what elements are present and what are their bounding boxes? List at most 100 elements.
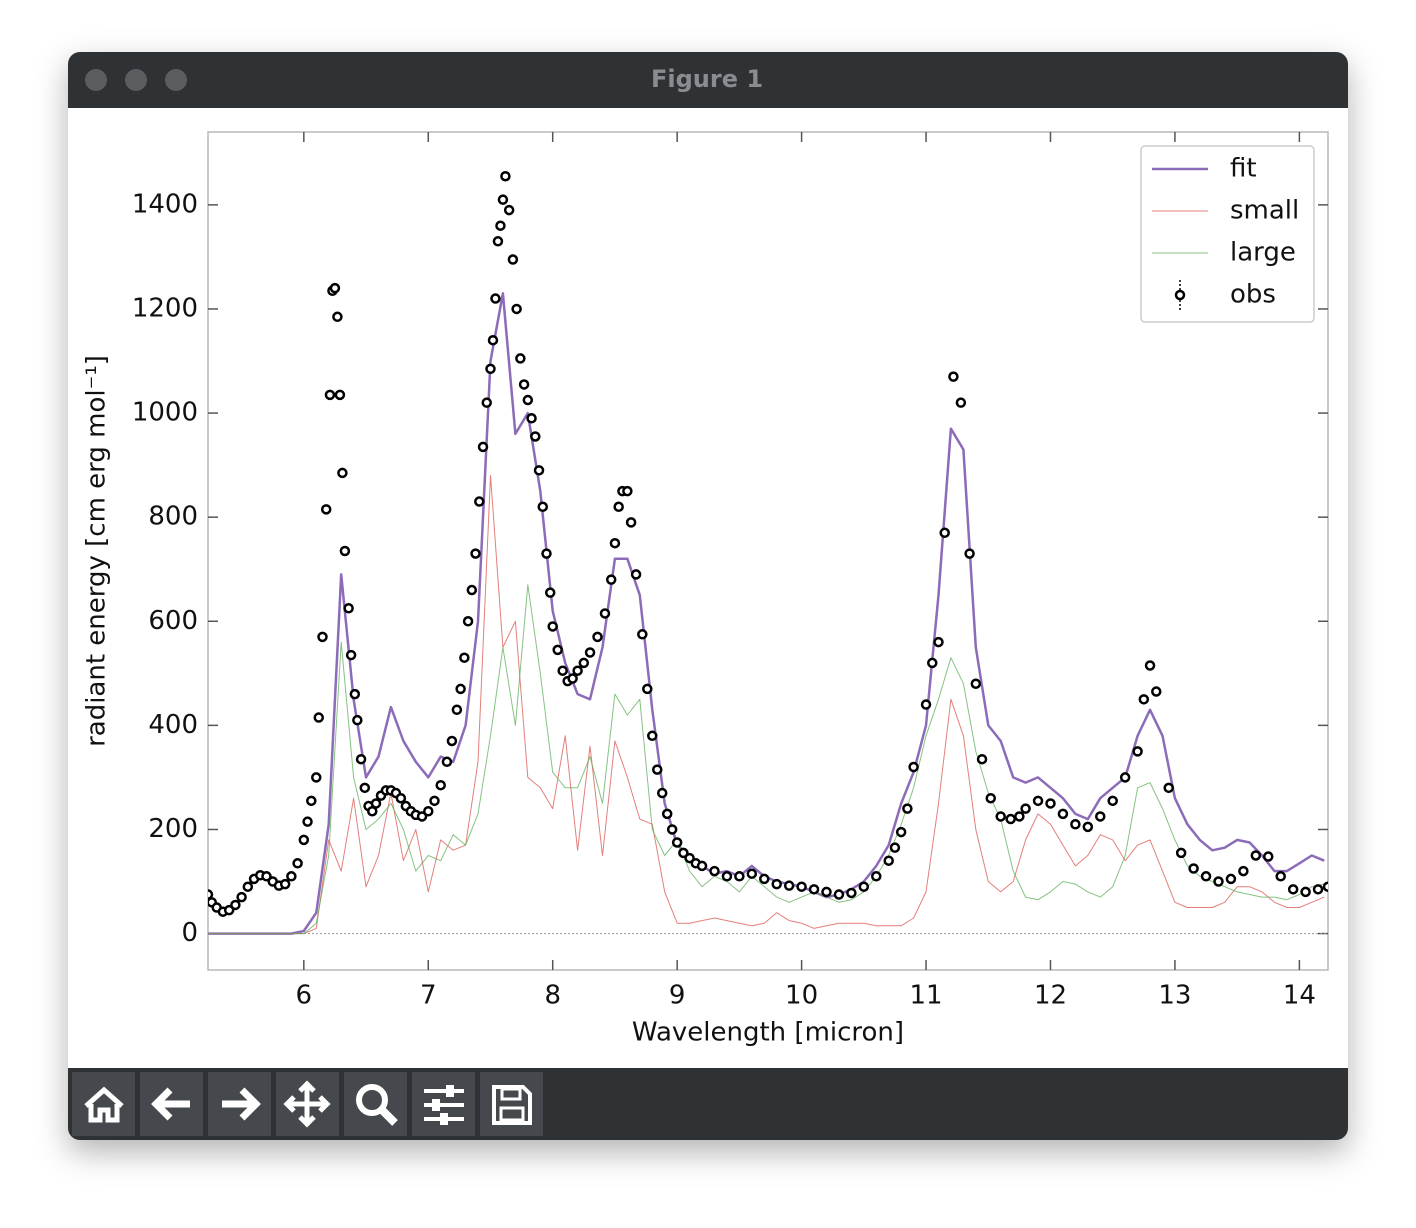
- obs-point: [518, 379, 530, 390]
- obs-point: [395, 792, 407, 804]
- obs-point: [622, 485, 633, 497]
- obs-point: [324, 389, 336, 401]
- zoom-icon: [356, 1084, 388, 1116]
- obs-point: [423, 805, 434, 817]
- obs-point: [435, 779, 446, 791]
- obs-point: [771, 878, 782, 890]
- y-axis-label: radiant energy [cm erg mol⁻¹]: [82, 355, 112, 747]
- obs-point: [544, 587, 556, 598]
- obs-point: [871, 871, 882, 882]
- obs-point: [1144, 660, 1156, 671]
- zoom-tool-button[interactable]: [344, 1072, 407, 1136]
- minimize-button[interactable]: [125, 69, 147, 91]
- x-tick-label: 9: [669, 981, 686, 1011]
- x-tick-label: 13: [1158, 981, 1191, 1011]
- save-icon-part: [500, 1087, 522, 1101]
- obs-point: [572, 665, 583, 676]
- home-button[interactable]: [72, 1072, 135, 1136]
- obs-point: [985, 792, 997, 804]
- obs-point: [642, 683, 653, 695]
- obs-point: [889, 842, 901, 853]
- obs-point: [537, 501, 549, 513]
- obs-point: [883, 855, 894, 866]
- obs-point: [647, 730, 658, 742]
- obs-point: [416, 811, 428, 822]
- save-button[interactable]: [480, 1072, 543, 1136]
- obs-point: [1250, 850, 1262, 861]
- obs-point: [746, 868, 758, 879]
- y-tick-label: 400: [148, 710, 198, 740]
- obs-point: [1200, 871, 1212, 882]
- obs-point: [656, 787, 668, 799]
- obs-point: [1225, 873, 1237, 885]
- obs-point: [783, 880, 795, 891]
- x-tick-label: 14: [1283, 981, 1316, 1011]
- obs-point: [503, 204, 515, 216]
- legend-label: large: [1230, 238, 1296, 268]
- window: Figure 1: [68, 52, 1348, 1140]
- y-tick-label: 600: [148, 606, 198, 636]
- obs-point: [1032, 795, 1044, 807]
- legend-label: obs: [1230, 280, 1276, 310]
- obs-point: [584, 647, 596, 658]
- obs-point: [311, 772, 322, 783]
- y-tick-label: 0: [181, 918, 198, 948]
- obs-point: [625, 517, 637, 528]
- obs-point: [470, 548, 481, 559]
- obs-point: [261, 871, 272, 882]
- series-line: [208, 584, 1325, 935]
- slider-knob: [432, 1099, 440, 1111]
- plot-area: [208, 170, 1328, 935]
- obs-point: [846, 887, 857, 899]
- obs-point: [355, 753, 367, 765]
- obs-point: [1238, 865, 1249, 877]
- x-tick-label: 11: [909, 981, 942, 1011]
- obs-point: [1322, 881, 1328, 892]
- obs-point: [292, 858, 303, 869]
- obs-point: [466, 584, 478, 596]
- obs-point: [526, 413, 537, 424]
- x-tick-label: 7: [420, 981, 437, 1011]
- obs-point: [530, 431, 541, 442]
- obs-point: [230, 899, 241, 911]
- obs-point: [329, 282, 341, 294]
- close-button[interactable]: [85, 69, 107, 91]
- obs-point: [497, 194, 509, 205]
- obs-point: [933, 636, 944, 648]
- obs-point: [1138, 694, 1150, 705]
- y-tick-label: 1400: [132, 189, 198, 219]
- obs-point: [541, 548, 552, 559]
- obs-point: [477, 441, 489, 453]
- obs-point: [547, 621, 558, 632]
- obs-point: [446, 735, 458, 747]
- slider-knob: [440, 1113, 448, 1125]
- obs-point: [920, 699, 932, 710]
- obs-point: [759, 873, 770, 885]
- obs-point: [709, 865, 720, 877]
- obs-point: [613, 501, 624, 513]
- save-icon: [492, 1085, 532, 1125]
- obs-point: [651, 764, 663, 775]
- plot-frame: [207, 131, 1329, 971]
- obs-point: [298, 834, 310, 846]
- obs-point: [927, 657, 938, 669]
- obs-point: [339, 545, 351, 557]
- x-axis-label: Wavelength [micron]: [632, 1018, 904, 1048]
- obs-point: [320, 504, 332, 515]
- obs-point: [895, 826, 907, 838]
- obs-point: [858, 881, 870, 892]
- obs-point: [995, 811, 1006, 822]
- obs-point: [1188, 863, 1199, 874]
- obs-point: [567, 673, 578, 684]
- obs-point: [492, 236, 504, 247]
- obs-point: [487, 334, 499, 346]
- obs-point: [630, 569, 642, 580]
- obs-point: [1175, 847, 1187, 859]
- obs-point: [1119, 772, 1131, 783]
- obs-point: [451, 704, 463, 716]
- zoom-button[interactable]: [165, 69, 187, 91]
- obs-point: [578, 657, 590, 669]
- x-tick-label: 10: [785, 981, 818, 1011]
- obs-point: [511, 303, 522, 315]
